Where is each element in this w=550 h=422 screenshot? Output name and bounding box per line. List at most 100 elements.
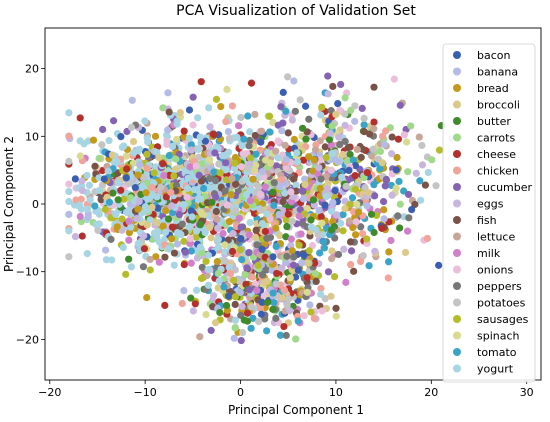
data-point bbox=[272, 242, 280, 251]
data-point bbox=[246, 154, 255, 162]
data-point bbox=[65, 180, 73, 188]
data-point bbox=[168, 142, 177, 151]
data-point bbox=[208, 198, 216, 206]
data-point bbox=[308, 241, 317, 250]
data-point bbox=[221, 257, 229, 265]
data-point bbox=[401, 248, 410, 257]
data-point bbox=[370, 125, 378, 133]
data-point bbox=[328, 247, 336, 255]
data-point bbox=[227, 191, 235, 199]
data-point bbox=[396, 101, 404, 109]
data-point bbox=[262, 266, 271, 274]
data-point bbox=[318, 219, 326, 227]
data-point bbox=[206, 123, 214, 131]
data-point bbox=[301, 175, 309, 183]
data-point bbox=[263, 234, 271, 242]
data-point bbox=[274, 137, 282, 145]
data-point bbox=[266, 128, 274, 136]
data-point bbox=[320, 244, 329, 252]
data-point bbox=[237, 234, 245, 243]
data-point bbox=[245, 249, 253, 257]
data-point bbox=[350, 267, 358, 275]
data-point bbox=[321, 295, 329, 303]
data-point bbox=[403, 138, 411, 146]
chart-title: PCA Visualization of Validation Set bbox=[176, 3, 416, 19]
data-point bbox=[118, 215, 126, 223]
data-point bbox=[162, 207, 170, 215]
data-point bbox=[192, 162, 200, 170]
data-point bbox=[84, 213, 92, 221]
data-point bbox=[284, 73, 292, 81]
data-point bbox=[341, 94, 349, 102]
data-point bbox=[242, 190, 250, 199]
legend-marker bbox=[453, 117, 461, 125]
data-point bbox=[134, 171, 142, 179]
data-point bbox=[210, 168, 218, 176]
data-point bbox=[141, 117, 149, 125]
data-point bbox=[317, 284, 325, 293]
legend-label: bread bbox=[477, 82, 509, 95]
data-point bbox=[152, 253, 160, 261]
data-point bbox=[175, 211, 183, 219]
legend-label: lettuce bbox=[477, 231, 515, 244]
data-point bbox=[198, 263, 206, 271]
data-point bbox=[180, 260, 188, 269]
data-point bbox=[193, 286, 201, 294]
data-point bbox=[282, 233, 290, 241]
data-point bbox=[315, 206, 323, 214]
data-point bbox=[239, 150, 247, 158]
data-point bbox=[428, 156, 436, 164]
data-point bbox=[207, 326, 215, 335]
data-point bbox=[108, 151, 117, 159]
data-point bbox=[388, 133, 396, 141]
data-point bbox=[236, 288, 244, 297]
data-point bbox=[416, 177, 424, 185]
data-point bbox=[162, 193, 170, 201]
axis-ticks: −20 −10 0 10 20 30 −20 −10 0 10 20 bbox=[16, 63, 534, 399]
data-point bbox=[228, 174, 236, 183]
data-point bbox=[279, 198, 287, 206]
data-point bbox=[230, 334, 238, 342]
data-point bbox=[232, 180, 240, 188]
data-point bbox=[339, 210, 347, 219]
legend-marker bbox=[453, 100, 461, 109]
data-point bbox=[299, 195, 308, 203]
data-point bbox=[423, 234, 432, 243]
data-point bbox=[211, 319, 220, 327]
data-point bbox=[344, 156, 352, 165]
data-point bbox=[272, 314, 280, 322]
data-point bbox=[344, 144, 352, 152]
data-point bbox=[254, 261, 262, 269]
data-point bbox=[65, 197, 73, 206]
data-point bbox=[310, 259, 319, 267]
data-point bbox=[286, 307, 294, 315]
data-point bbox=[108, 256, 116, 264]
data-point bbox=[188, 213, 196, 221]
data-point bbox=[194, 114, 202, 122]
x-tick-label: 10 bbox=[329, 386, 343, 399]
data-point bbox=[275, 210, 283, 219]
data-point bbox=[161, 301, 169, 310]
data-point bbox=[135, 145, 144, 153]
data-point bbox=[98, 141, 106, 149]
data-point bbox=[265, 112, 274, 120]
data-point bbox=[280, 189, 289, 197]
data-point bbox=[270, 179, 278, 187]
data-point bbox=[163, 126, 172, 134]
data-point bbox=[300, 251, 308, 259]
data-point bbox=[274, 154, 282, 162]
data-point bbox=[299, 124, 307, 132]
data-point bbox=[381, 182, 389, 190]
data-point bbox=[214, 235, 222, 243]
data-point bbox=[278, 294, 286, 302]
data-point bbox=[76, 114, 84, 122]
data-point bbox=[272, 280, 280, 288]
data-point bbox=[240, 135, 248, 143]
data-point bbox=[369, 145, 377, 153]
data-point bbox=[341, 205, 349, 213]
data-point bbox=[370, 118, 378, 126]
data-point bbox=[65, 210, 73, 218]
data-point bbox=[327, 292, 335, 300]
data-point bbox=[294, 317, 302, 325]
